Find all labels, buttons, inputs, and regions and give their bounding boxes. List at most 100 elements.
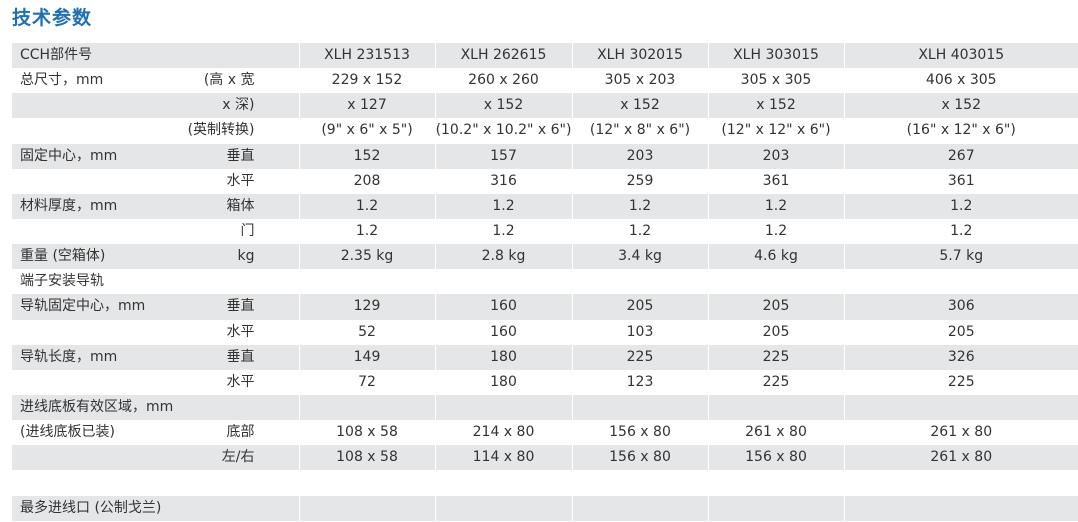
cell-value [707,394,844,421]
cell-value: 205 [707,319,844,345]
row-sublabel: 垂直 [182,294,299,320]
row-sublabel: 水平 [226,323,255,340]
cell-value: 225 [843,369,1078,395]
cell-value: 205 [707,294,844,320]
cell-value: 72 [298,369,435,395]
cell-value: 225 [707,369,844,395]
cell-value: 229 x 152 [298,68,435,94]
cell-value: 152 [298,143,435,169]
row-sublabel: kg [182,244,299,270]
table-row: 导轨长度，mm 垂直 149 180 225 225 326 [12,344,1078,370]
cell-value: 208 [298,168,435,194]
cell-value: 267 [843,143,1078,169]
cell-value: (12" x 12" x 6") [707,118,844,144]
cell-value: 4.6 kg [707,244,844,270]
table-row: x 深) x 127 x 152 x 152 x 152 x 152 [12,93,1078,119]
cell-value: 1.2 [707,193,844,219]
cell-value: x 127 [298,93,435,119]
cell-value [707,269,844,295]
cell-value: 3.4 kg [571,244,708,270]
row-label: 固定中心，mm [12,143,182,169]
cell-value: 305 x 203 [571,68,708,94]
row-label [12,320,182,345]
cell-value: 157 [434,143,572,169]
cell-value: 261 x 80 [843,445,1078,471]
cell-value [434,394,572,421]
cell-value: 103 [571,319,708,345]
part-number: XLH 403015 [843,43,1078,69]
table-row: (英制转换) (9" x 6" x 5") (10.2" x 10.2" x 6")… [12,118,1078,144]
cell-value: 1.2 [571,193,708,219]
row-label [12,118,182,143]
table-row: 端子安装导轨 [12,269,1078,295]
cell-value: 214 x 80 [434,420,572,446]
cell-value: 260 x 260 [434,68,572,94]
cell-value: 160 [434,319,572,345]
cell-value [707,470,844,496]
cell-value: 205 [843,319,1078,345]
cell-value [298,470,435,496]
part-number: XLH 262615 [434,43,572,69]
row-label [12,470,182,495]
cell-value: 225 [707,344,844,370]
table-row: 最多进线口 (公制戈兰) [12,495,1078,521]
cell-value: 156 x 80 [571,445,708,471]
part-number: XLH 303015 [707,43,844,69]
row-sublabel: 水平 [226,373,255,390]
cell-value: x 152 [843,93,1078,119]
cell-value: 1.2 [843,218,1078,245]
row-sublabel: (英制转换) [187,122,255,139]
header-label: CCH部件号 [12,43,182,69]
table-row: 导轨固定中心，mm 垂直 129 160 205 205 306 [12,294,1078,320]
cell-value [707,495,844,521]
cell-value [434,495,572,521]
table-row: 总尺寸，mm (高 x 宽 229 x 152 260 x 260 305 x 203 3… [12,68,1078,94]
cell-value [571,470,708,496]
cell-value: 1.2 [298,193,435,219]
header-sub [182,43,299,69]
cell-value: 156 x 80 [707,445,844,471]
cell-value [434,470,572,496]
cell-value: 205 [571,294,708,320]
cell-value: 316 [434,168,572,194]
cell-value: 1.2 [434,218,572,245]
cell-value: x 152 [434,93,572,119]
table-row: 材料厚度，mm 箱体 1.2 1.2 1.2 1.2 1.2 [12,193,1078,219]
cell-value: 1.2 [707,218,844,245]
row-sublabel: 水平 [226,172,255,189]
cell-value [843,470,1078,496]
cell-value [434,269,572,295]
row-label [12,370,182,395]
table-row: 水平 72 180 123 225 225 [12,369,1078,395]
cell-value: 52 [298,319,435,345]
row-sublabel: 垂直 [182,344,299,370]
table-row: 门 1.2 1.2 1.2 1.2 1.2 [12,218,1078,245]
cell-value: 203 [707,143,844,169]
row-sublabel [182,269,299,294]
cell-value [843,394,1078,421]
table-row: (进线底板已装) 底部 108 x 58 214 x 80 156 x 80 261 x … [12,420,1078,446]
table-row: 固定中心，mm 垂直 152 157 203 203 267 [12,143,1078,169]
cell-value: 406 x 305 [843,68,1078,94]
cell-value [298,394,435,421]
row-sublabel: 垂直 [182,143,299,169]
cell-value: x 152 [571,93,708,119]
table-row [12,470,1078,496]
cell-value: (9" x 6" x 5") [298,118,435,144]
table-row: 水平 52 160 103 205 205 [12,319,1078,345]
cell-value: 2.8 kg [434,244,572,270]
row-label: 端子安装导轨 [20,273,104,290]
row-label: 进线底板有效区域，mm [12,394,182,421]
row-sublabel [182,470,299,495]
part-number: XLH 302015 [571,43,708,69]
cell-value: 5.7 kg [843,244,1078,270]
row-sublabel [182,394,299,421]
cell-value: 180 [434,344,572,370]
cell-value [571,269,708,295]
row-label [12,445,182,471]
row-sublabel [182,495,299,521]
cell-value: (16" x 12" x 6") [843,118,1078,144]
row-sublabel: 箱体 [182,193,299,219]
cell-value: 160 [434,294,572,320]
